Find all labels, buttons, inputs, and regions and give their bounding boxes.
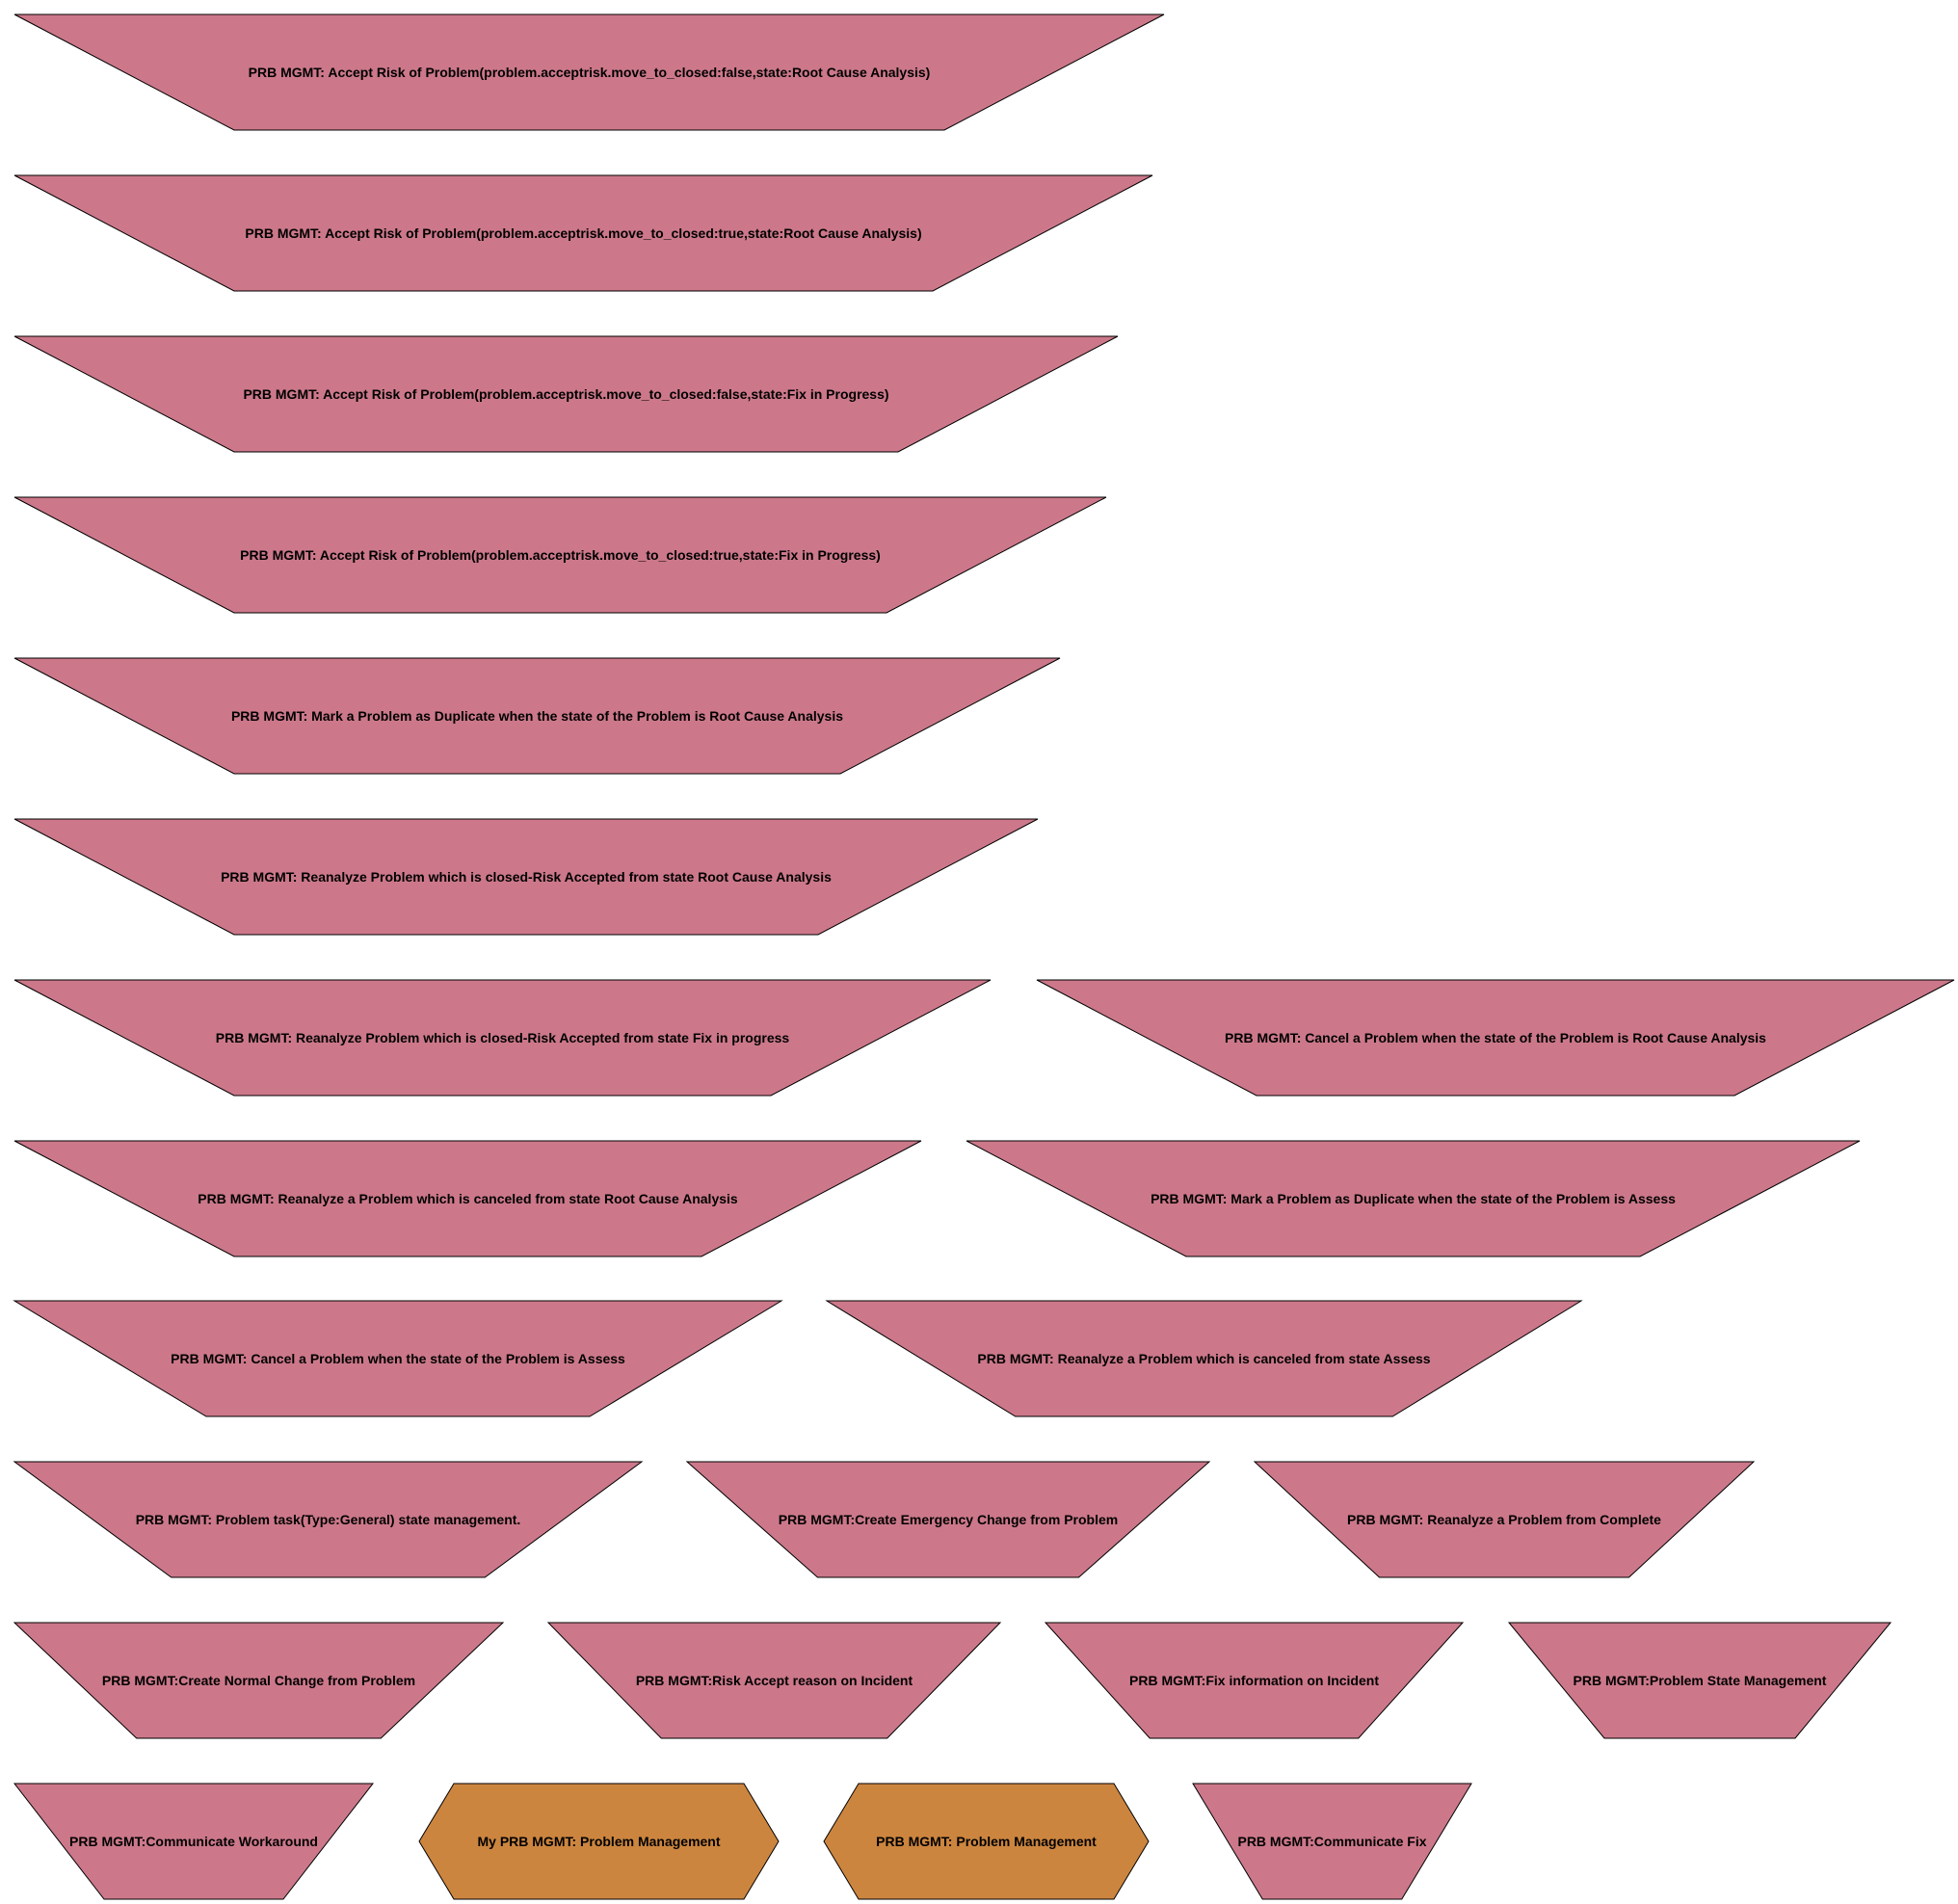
node-prb-mgmt-accept-risk-of-problem-problem-acceptrisk-move-to-c: PRB MGMT: Accept Risk of Problem(problem… (13, 174, 1153, 292)
trapezoid-shape (1507, 1622, 1892, 1739)
node-prb-mgmt-create-normal-change-from-problem: PRB MGMT:Create Normal Change from Probl… (13, 1622, 505, 1739)
nodes-layer: PRB MGMT: Accept Risk of Problem(problem… (13, 13, 1955, 1900)
node-label: PRB MGMT: Reanalyze a Problem from Compl… (1347, 1512, 1661, 1527)
trapezoid-shape (1192, 1783, 1472, 1900)
node-my-prb-mgmt-problem-management: My PRB MGMT: Problem Management (418, 1783, 780, 1900)
trapezoid-shape (13, 335, 1119, 453)
node-prb-mgmt-reanalyze-a-problem-from-complete: PRB MGMT: Reanalyze a Problem from Compl… (1253, 1461, 1756, 1578)
node-label: PRB MGMT: Problem Management (876, 1834, 1097, 1849)
trapezoid-shape (685, 1461, 1211, 1578)
node-prb-mgmt-fix-information-on-incident: PRB MGMT:Fix information on Incident (1044, 1622, 1465, 1739)
trapezoid-shape (13, 1622, 505, 1739)
trapezoid-shape (13, 657, 1061, 775)
node-label: PRB MGMT:Create Emergency Change from Pr… (779, 1512, 1118, 1527)
node-label: PRB MGMT:Communicate Workaround (69, 1834, 318, 1849)
trapezoid-shape (13, 1783, 375, 1900)
node-label: PRB MGMT: Accept Risk of Problem(problem… (243, 386, 888, 402)
node-label: PRB MGMT:Problem State Management (1574, 1673, 1827, 1688)
node-label: PRB MGMT: Accept Risk of Problem(problem… (240, 547, 881, 563)
trapezoid-shape (13, 1140, 922, 1257)
node-label: PRB MGMT: Mark a Problem as Duplicate wh… (1151, 1191, 1676, 1206)
node-prb-mgmt-problem-state-management: PRB MGMT:Problem State Management (1507, 1622, 1892, 1739)
node-label: PRB MGMT:Risk Accept reason on Incident (636, 1673, 913, 1688)
trapezoid-shape (13, 496, 1107, 614)
node-label: PRB MGMT: Reanalyze a Problem which is c… (977, 1351, 1430, 1366)
node-label: PRB MGMT: Accept Risk of Problem(problem… (245, 225, 921, 241)
node-label: PRB MGMT:Create Normal Change from Probl… (102, 1673, 415, 1688)
trapezoid-shape (13, 13, 1165, 131)
node-prb-mgmt-communicate-workaround: PRB MGMT:Communicate Workaround (13, 1783, 375, 1900)
node-prb-mgmt-problem-task-type-general-state-management: PRB MGMT: Problem task(Type:General) sta… (13, 1461, 644, 1578)
node-prb-mgmt-mark-a-problem-as-duplicate-when-the-state-of-the-p: PRB MGMT: Mark a Problem as Duplicate wh… (966, 1140, 1861, 1257)
trapezoid-shape (966, 1140, 1861, 1257)
node-label: PRB MGMT: Cancel a Problem when the stat… (171, 1351, 625, 1366)
trapezoid-shape (1253, 1461, 1756, 1578)
node-prb-mgmt-create-emergency-change-from-problem: PRB MGMT:Create Emergency Change from Pr… (685, 1461, 1211, 1578)
trapezoid-shape (825, 1300, 1583, 1417)
node-prb-mgmt-accept-risk-of-problem-problem-acceptrisk-move-to-c: PRB MGMT: Accept Risk of Problem(problem… (13, 496, 1107, 614)
node-prb-mgmt-problem-management: PRB MGMT: Problem Management (823, 1783, 1150, 1900)
node-prb-mgmt-mark-a-problem-as-duplicate-when-the-state-of-the-p: PRB MGMT: Mark a Problem as Duplicate wh… (13, 657, 1061, 775)
trapezoid-shape (13, 1300, 783, 1417)
node-prb-mgmt-risk-accept-reason-on-incident: PRB MGMT:Risk Accept reason on Incident (546, 1622, 1002, 1739)
hexagon-shape (823, 1783, 1150, 1900)
node-prb-mgmt-cancel-a-problem-when-the-state-of-the-problem-is-r: PRB MGMT: Cancel a Problem when the stat… (1036, 979, 1955, 1097)
node-label: PRB MGMT:Fix information on Incident (1129, 1673, 1379, 1688)
trapezoid-shape (546, 1622, 1002, 1739)
node-label: PRB MGMT: Mark a Problem as Duplicate wh… (231, 708, 843, 724)
trapezoid-shape (1044, 1622, 1465, 1739)
node-prb-mgmt-accept-risk-of-problem-problem-acceptrisk-move-to-c: PRB MGMT: Accept Risk of Problem(problem… (13, 13, 1165, 131)
node-prb-mgmt-accept-risk-of-problem-problem-acceptrisk-move-to-c: PRB MGMT: Accept Risk of Problem(problem… (13, 335, 1119, 453)
node-label: PRB MGMT: Problem task(Type:General) sta… (136, 1512, 521, 1527)
trapezoid-shape (13, 818, 1039, 936)
hexagon-shape (418, 1783, 780, 1900)
node-label: PRB MGMT: Cancel a Problem when the stat… (1225, 1030, 1766, 1045)
trapezoid-shape (13, 979, 992, 1097)
node-label: PRB MGMT: Reanalyze Problem which is clo… (221, 869, 832, 885)
node-label: PRB MGMT: Reanalyze Problem which is clo… (216, 1030, 790, 1045)
node-label: PRB MGMT: Reanalyze a Problem which is c… (198, 1191, 738, 1206)
node-label: My PRB MGMT: Problem Management (477, 1834, 720, 1849)
node-label: PRB MGMT: Accept Risk of Problem(problem… (249, 65, 931, 80)
node-prb-mgmt-reanalyze-problem-which-is-closed-risk-accepted-fro: PRB MGMT: Reanalyze Problem which is clo… (13, 818, 1039, 936)
node-label: PRB MGMT:Communicate Fix (1237, 1834, 1426, 1849)
node-prb-mgmt-reanalyze-a-problem-which-is-canceled-from-state-as: PRB MGMT: Reanalyze a Problem which is c… (825, 1300, 1583, 1417)
trapezoid-shape (13, 1461, 644, 1578)
node-prb-mgmt-reanalyze-problem-which-is-closed-risk-accepted-fro: PRB MGMT: Reanalyze Problem which is clo… (13, 979, 992, 1097)
node-prb-mgmt-reanalyze-a-problem-which-is-canceled-from-state-ro: PRB MGMT: Reanalyze a Problem which is c… (13, 1140, 922, 1257)
trapezoid-shape (1036, 979, 1955, 1097)
trapezoid-shape (13, 174, 1153, 292)
node-prb-mgmt-communicate-fix: PRB MGMT:Communicate Fix (1192, 1783, 1472, 1900)
node-prb-mgmt-cancel-a-problem-when-the-state-of-the-problem-is-a: PRB MGMT: Cancel a Problem when the stat… (13, 1300, 783, 1417)
